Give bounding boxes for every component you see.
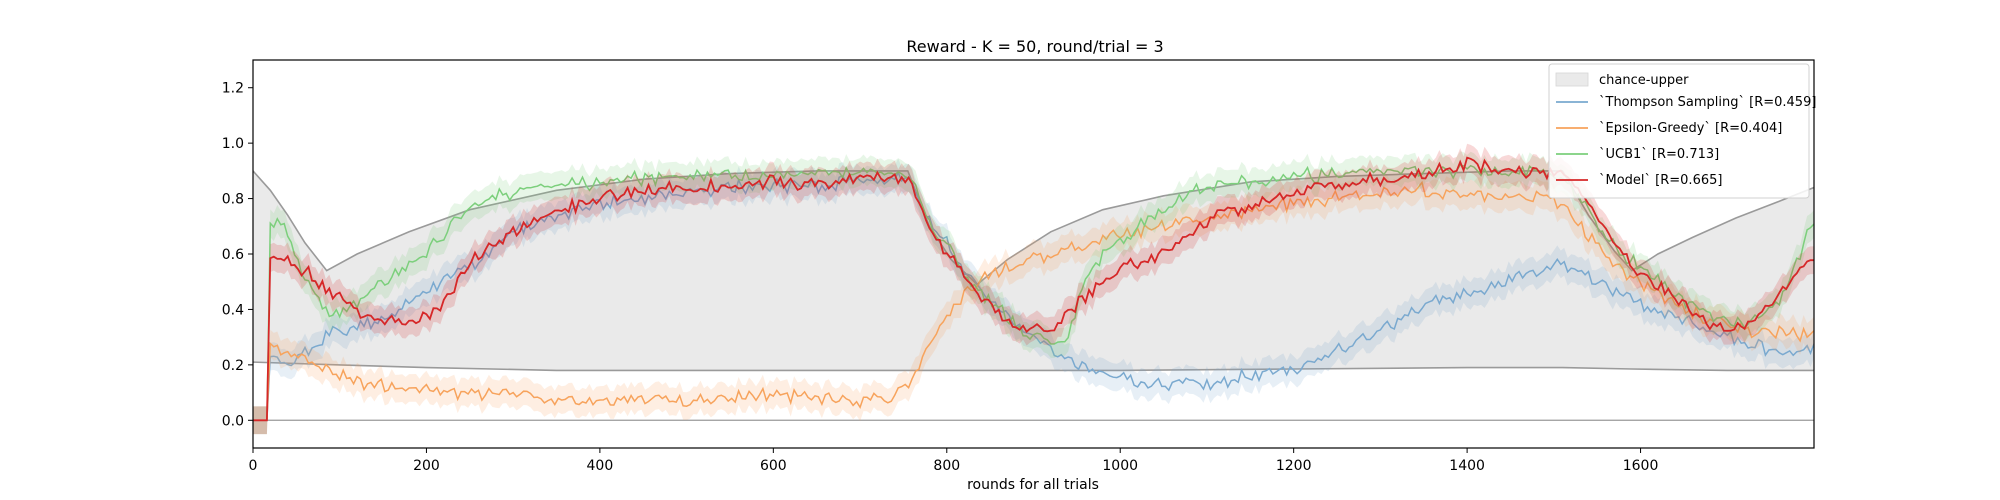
x-tick-label: 0 xyxy=(249,458,258,474)
x-tick-label: 600 xyxy=(760,458,787,474)
y-tick-label: 0.8 xyxy=(222,192,244,208)
legend-label: `UCB1` [R=0.713] xyxy=(1599,147,1719,162)
x-tick-label: 1000 xyxy=(1102,458,1138,474)
plot-area xyxy=(253,143,1814,435)
x-tick-label: 400 xyxy=(587,458,614,474)
x-tick-label: 1400 xyxy=(1449,458,1485,474)
x-tick-label: 800 xyxy=(933,458,960,474)
chart-title: Reward - K = 50, round/trial = 3 xyxy=(906,37,1163,56)
series-band-thompson-sampling-r-0-459 xyxy=(253,158,1814,435)
y-tick-label: 0.0 xyxy=(222,413,244,429)
y-tick-label: 0.4 xyxy=(222,302,244,318)
x-tick-label: 200 xyxy=(413,458,440,474)
legend-label-chance-upper: chance-upper xyxy=(1599,73,1689,88)
legend: chance-upper `Thompson Sampling` [R=0.459… xyxy=(1548,63,1816,199)
legend-label: `Thompson Sampling` [R=0.459] xyxy=(1599,95,1816,110)
legend-swatch-chance-upper xyxy=(1555,72,1589,87)
legend-label: `Model` [R=0.665] xyxy=(1599,173,1722,188)
x-tick-label: 1600 xyxy=(1623,458,1659,474)
y-tick-label: 0.6 xyxy=(222,247,244,263)
chance-band-fill xyxy=(253,170,1814,371)
y-tick-label: 1.2 xyxy=(222,81,244,97)
y-tick-label: 1.0 xyxy=(222,136,244,152)
legend-box xyxy=(1548,63,1810,199)
chance-upper-line xyxy=(253,170,1814,286)
chance-lower-line xyxy=(253,361,1814,372)
y-tick-label: 0.2 xyxy=(222,358,244,374)
x-tick-label: 1200 xyxy=(1276,458,1312,474)
legend-label: `Epsilon-Greedy` [R=0.404] xyxy=(1599,121,1782,136)
axes: 0 200 400 600 800 1000 1200 1400 1600 0.0 0.2 0.4 0.… xyxy=(222,59,1815,474)
x-axis-title: rounds for all trials xyxy=(967,477,1099,493)
